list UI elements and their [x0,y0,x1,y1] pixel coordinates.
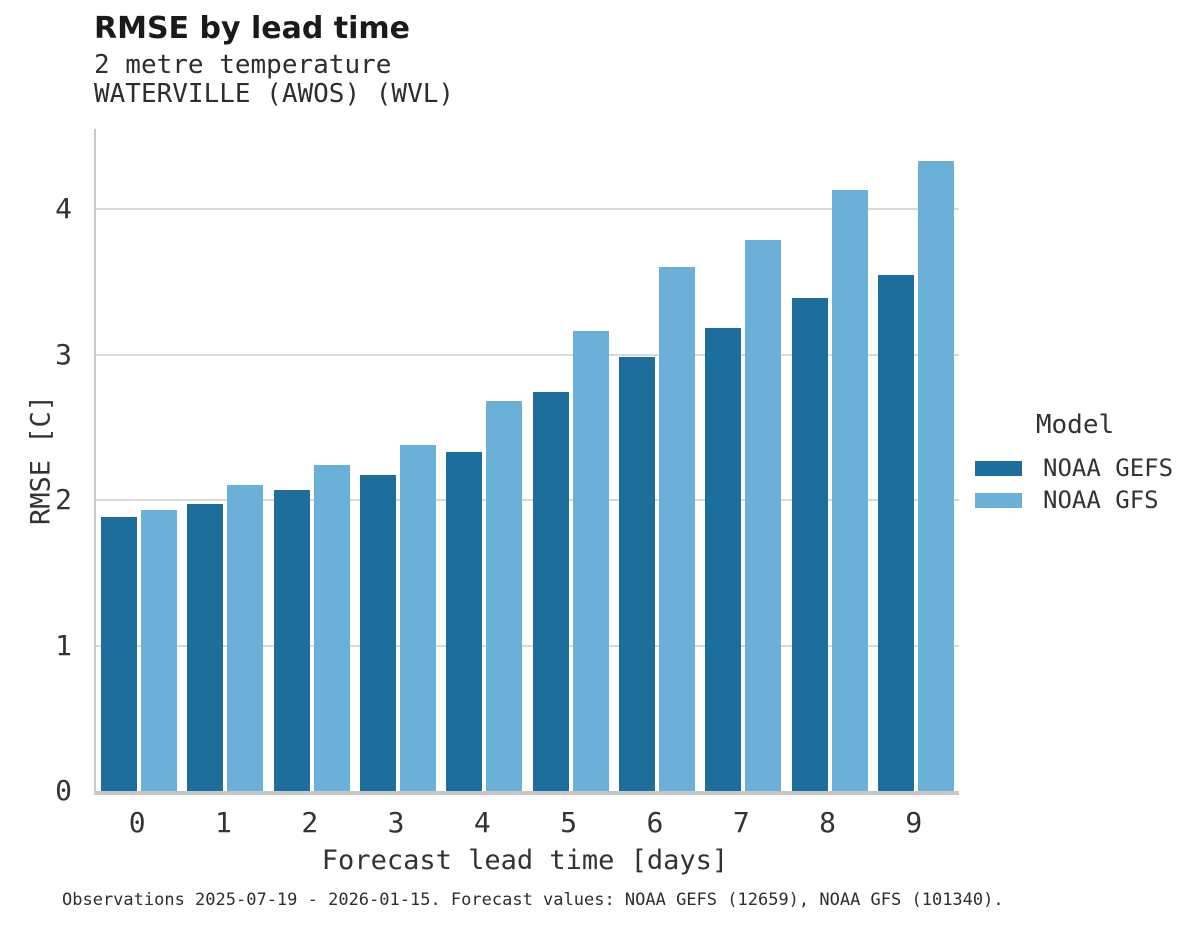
x-tick-label-0: 0 [128,806,146,839]
plot-area [94,129,959,795]
gridline-y-3 [96,353,959,356]
bar-noaa-gfs-day-9 [917,161,954,791]
y-tick-label-0: 0 [55,774,72,807]
legend-label: NOAA GEFS [1043,454,1174,482]
bar-noaa-gfs-day-2 [313,465,350,791]
legend-title: Model [1035,410,1115,440]
bar-noaa-gefs-day-1 [187,504,224,791]
title-block: RMSE by lead time 2 metre temperature WA… [94,12,454,109]
x-axis-label: Forecast lead time [days] [321,845,729,876]
chart-subtitle-line1: 2 metre temperature [94,50,392,80]
bar-noaa-gfs-day-7 [745,239,782,791]
legend-items: NOAA GEFS NOAA GFS [975,452,1175,516]
x-tick-label-5: 5 [560,806,578,839]
bar-noaa-gfs-day-4 [486,401,523,791]
x-tick-label-2: 2 [301,806,319,839]
bar-noaa-gefs-day-2 [273,489,310,791]
y-tick-label-4: 4 [55,192,72,226]
legend-item-noaa-gefs: NOAA GEFS [975,452,1175,484]
y-tick-label-2: 2 [55,483,72,516]
bar-noaa-gefs-day-8 [791,297,828,791]
gridline-y-2 [96,499,959,502]
caption: Observations 2025-07-19 - 2026-01-15. Fo… [62,890,1004,910]
x-tick-label-8: 8 [819,806,836,839]
bar-noaa-gfs-day-0 [141,510,178,791]
bar-noaa-gefs-day-7 [705,328,742,791]
chart-title: RMSE by lead time [94,11,410,46]
bar-noaa-gefs-day-9 [877,274,914,791]
bar-noaa-gfs-day-5 [572,331,609,791]
bar-noaa-gefs-day-5 [532,392,569,791]
x-tick-label-1: 1 [215,806,232,839]
legend-item-noaa-gfs: NOAA GFS [975,484,1175,516]
legend-label: NOAA GFS [1043,486,1159,514]
x-tick-label-9: 9 [905,806,923,839]
legend-swatch-icon [975,492,1022,508]
legend: Model NOAA GEFS NOAA GFS [975,410,1175,516]
chart-subtitle-line2: WATERVILLE (AWOS) (WVL) [94,79,455,109]
bar-noaa-gefs-day-6 [618,357,655,791]
legend-swatch-icon [975,460,1022,476]
bar-noaa-gefs-day-3 [360,475,397,791]
y-tick-label-3: 3 [55,337,72,371]
bar-noaa-gfs-day-1 [227,485,264,791]
x-tick-label-6: 6 [646,806,664,839]
x-tick-label-7: 7 [732,806,750,839]
gridline-y-1 [96,644,959,647]
y-tick-label-1: 1 [55,628,72,662]
bar-noaa-gefs-day-4 [446,452,483,791]
bar-noaa-gfs-day-3 [400,444,437,791]
x-tick-label-4: 4 [473,806,491,839]
bar-noaa-gfs-day-8 [831,190,868,791]
x-tick-label-3: 3 [387,806,405,839]
gridline-y-4 [96,208,959,211]
bar-noaa-gfs-day-6 [658,267,695,791]
bar-noaa-gefs-day-0 [101,517,138,791]
